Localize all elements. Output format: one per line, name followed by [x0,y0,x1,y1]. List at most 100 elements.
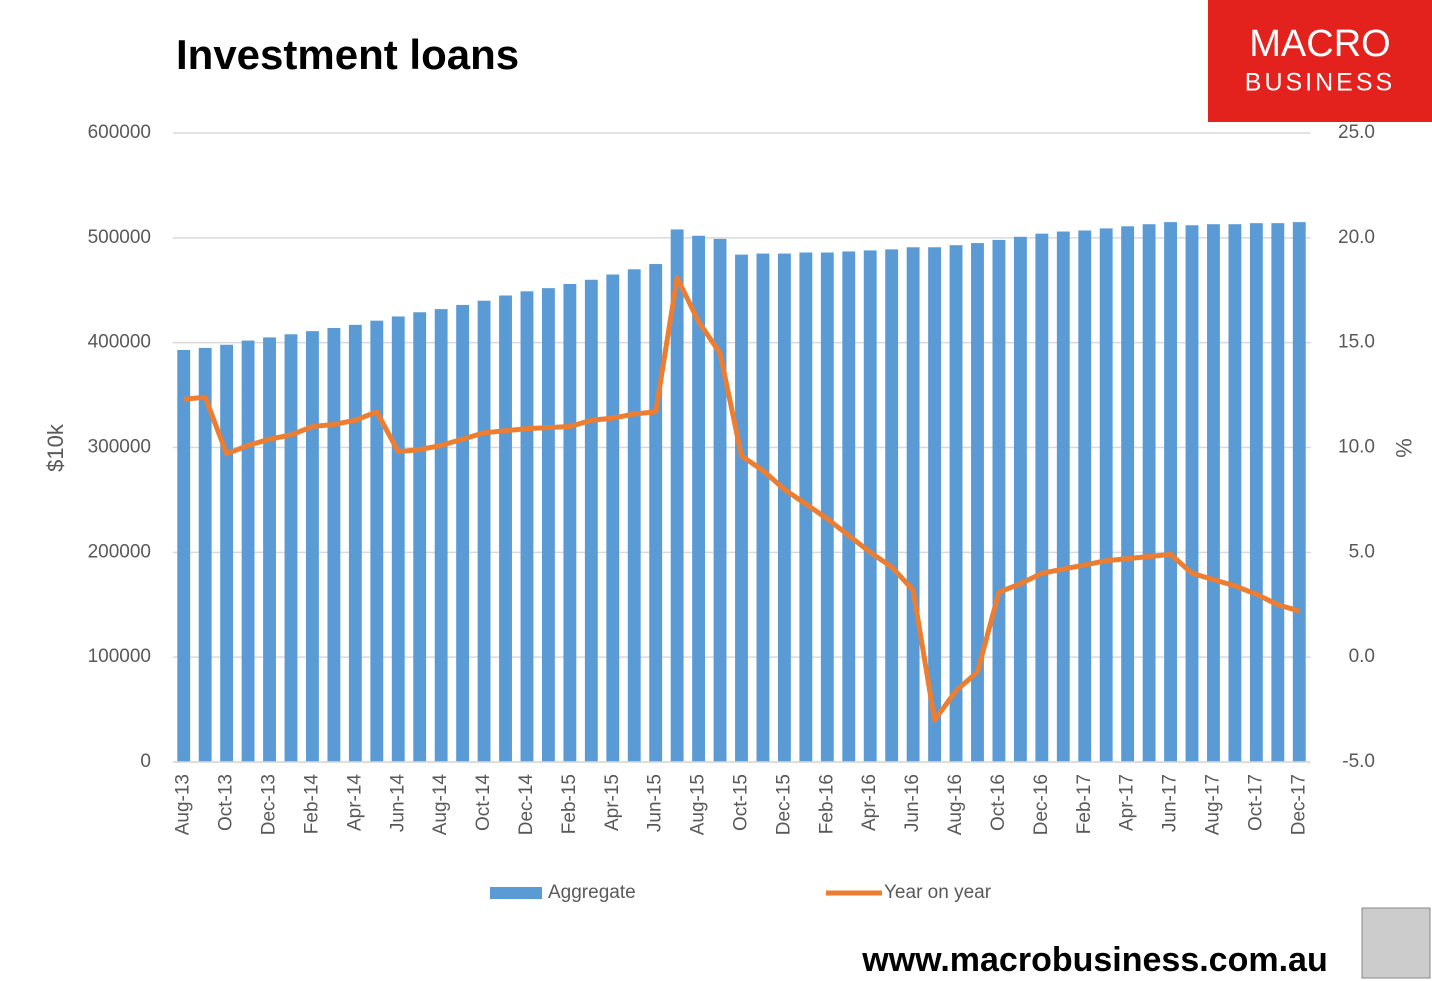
x-tick-label: Dec-13 [259,774,280,835]
x-tick-label: Dec-17 [1288,774,1309,835]
y-tick-label: 600000 [88,122,151,143]
y2-tick-label: -5.0 [1342,751,1375,772]
y-tick-label: 100000 [88,646,151,667]
bar [563,283,577,762]
bar [1207,224,1220,762]
bar [499,295,512,762]
y2-tick-label: 10.0 [1338,437,1375,458]
bar [241,340,255,762]
y2-tick-label: 20.0 [1338,227,1375,248]
bar [1164,222,1177,762]
bar [520,291,534,762]
x-tick-label: Jun-14 [387,774,408,833]
bar [756,253,770,762]
bar [1121,226,1135,763]
bar [842,251,856,762]
x-tick-label: Apr-15 [602,774,623,831]
bar [649,264,663,762]
legend-label: Year on year [884,882,992,903]
legend-label: Aggregate [548,882,636,903]
x-tick-label: Oct-15 [731,774,752,831]
bar [799,252,813,762]
bar [584,279,598,762]
bar [1292,222,1306,762]
bar [606,274,620,762]
y-tick-label: 200000 [88,541,151,562]
x-tick-label: Feb-14 [301,774,322,835]
bar [370,320,384,762]
bar [413,312,427,762]
bar [456,304,470,762]
bar [735,254,748,762]
bar [820,252,834,762]
y2-axis-label: % [1391,438,1416,458]
x-tick-label: Jun-15 [645,774,666,832]
y-tick-label: 300000 [88,437,151,458]
x-tick-label: Oct-14 [473,774,494,831]
x-tick-label: Feb-15 [559,774,580,834]
wolf-icon [1361,907,1431,979]
bar [434,309,448,762]
x-tick-label: Apr-16 [859,774,880,831]
y2-tick-label: 0.0 [1349,646,1375,667]
x-tick-label: Feb-16 [816,774,837,834]
bar [1185,225,1199,763]
bar [928,247,942,763]
bar [1142,224,1156,762]
x-tick-label: Jun-17 [1160,774,1181,832]
x-tick-label: Oct-13 [216,774,237,831]
bar [971,243,984,762]
bar [670,229,684,763]
x-tick-label: Aug-14 [430,774,451,836]
logo [1208,0,1432,122]
url: www.macrobusiness.com.au [861,941,1327,979]
bar [198,347,212,762]
x-tick-label: Aug-16 [945,774,966,835]
bar [1056,231,1070,762]
bar [1013,236,1027,762]
bar [541,288,555,762]
y-axis-label: $10k [43,423,68,472]
y-tick-label: 500000 [88,227,151,248]
bar [627,269,641,762]
x-tick-label: Aug-15 [688,774,709,835]
bar [1035,233,1049,762]
bar [477,300,491,762]
bar [391,316,405,762]
bar [692,235,706,762]
bar [863,250,877,762]
x-tick-label: Dec-15 [773,774,794,835]
bar [777,253,791,762]
bar [177,350,191,762]
x-tick-label: Aug-17 [1202,774,1223,835]
x-tick-label: Apr-17 [1117,774,1138,831]
y-tick-label: 0 [140,751,151,772]
chart-title: Investment loans [176,31,519,78]
bar [327,327,341,762]
logo-top: MACRO [1249,23,1390,65]
x-tick-label: Oct-16 [988,774,1009,831]
x-tick-label: Apr-14 [344,774,365,831]
x-tick-label: Feb-17 [1074,774,1095,834]
y-tick-label: 400000 [88,332,151,353]
x-tick-label: Jun-16 [902,774,923,832]
bar [1271,223,1285,762]
x-tick-label: Dec-14 [516,774,537,836]
bar [1228,224,1242,762]
bar [1078,230,1092,762]
y2-tick-label: 5.0 [1349,541,1375,562]
legend-swatch [490,887,542,899]
bar [1099,228,1113,763]
line [183,275,1300,723]
bar [885,249,899,763]
bar [949,245,963,763]
bar [348,324,362,762]
x-tick-label: Aug-13 [173,774,194,835]
bar [220,344,234,762]
bar [992,239,1006,762]
logo-bottom: BUSINESS [1245,69,1395,97]
y2-tick-label: 15.0 [1338,332,1375,353]
x-tick-label: Dec-16 [1031,774,1052,835]
bar [263,337,276,762]
